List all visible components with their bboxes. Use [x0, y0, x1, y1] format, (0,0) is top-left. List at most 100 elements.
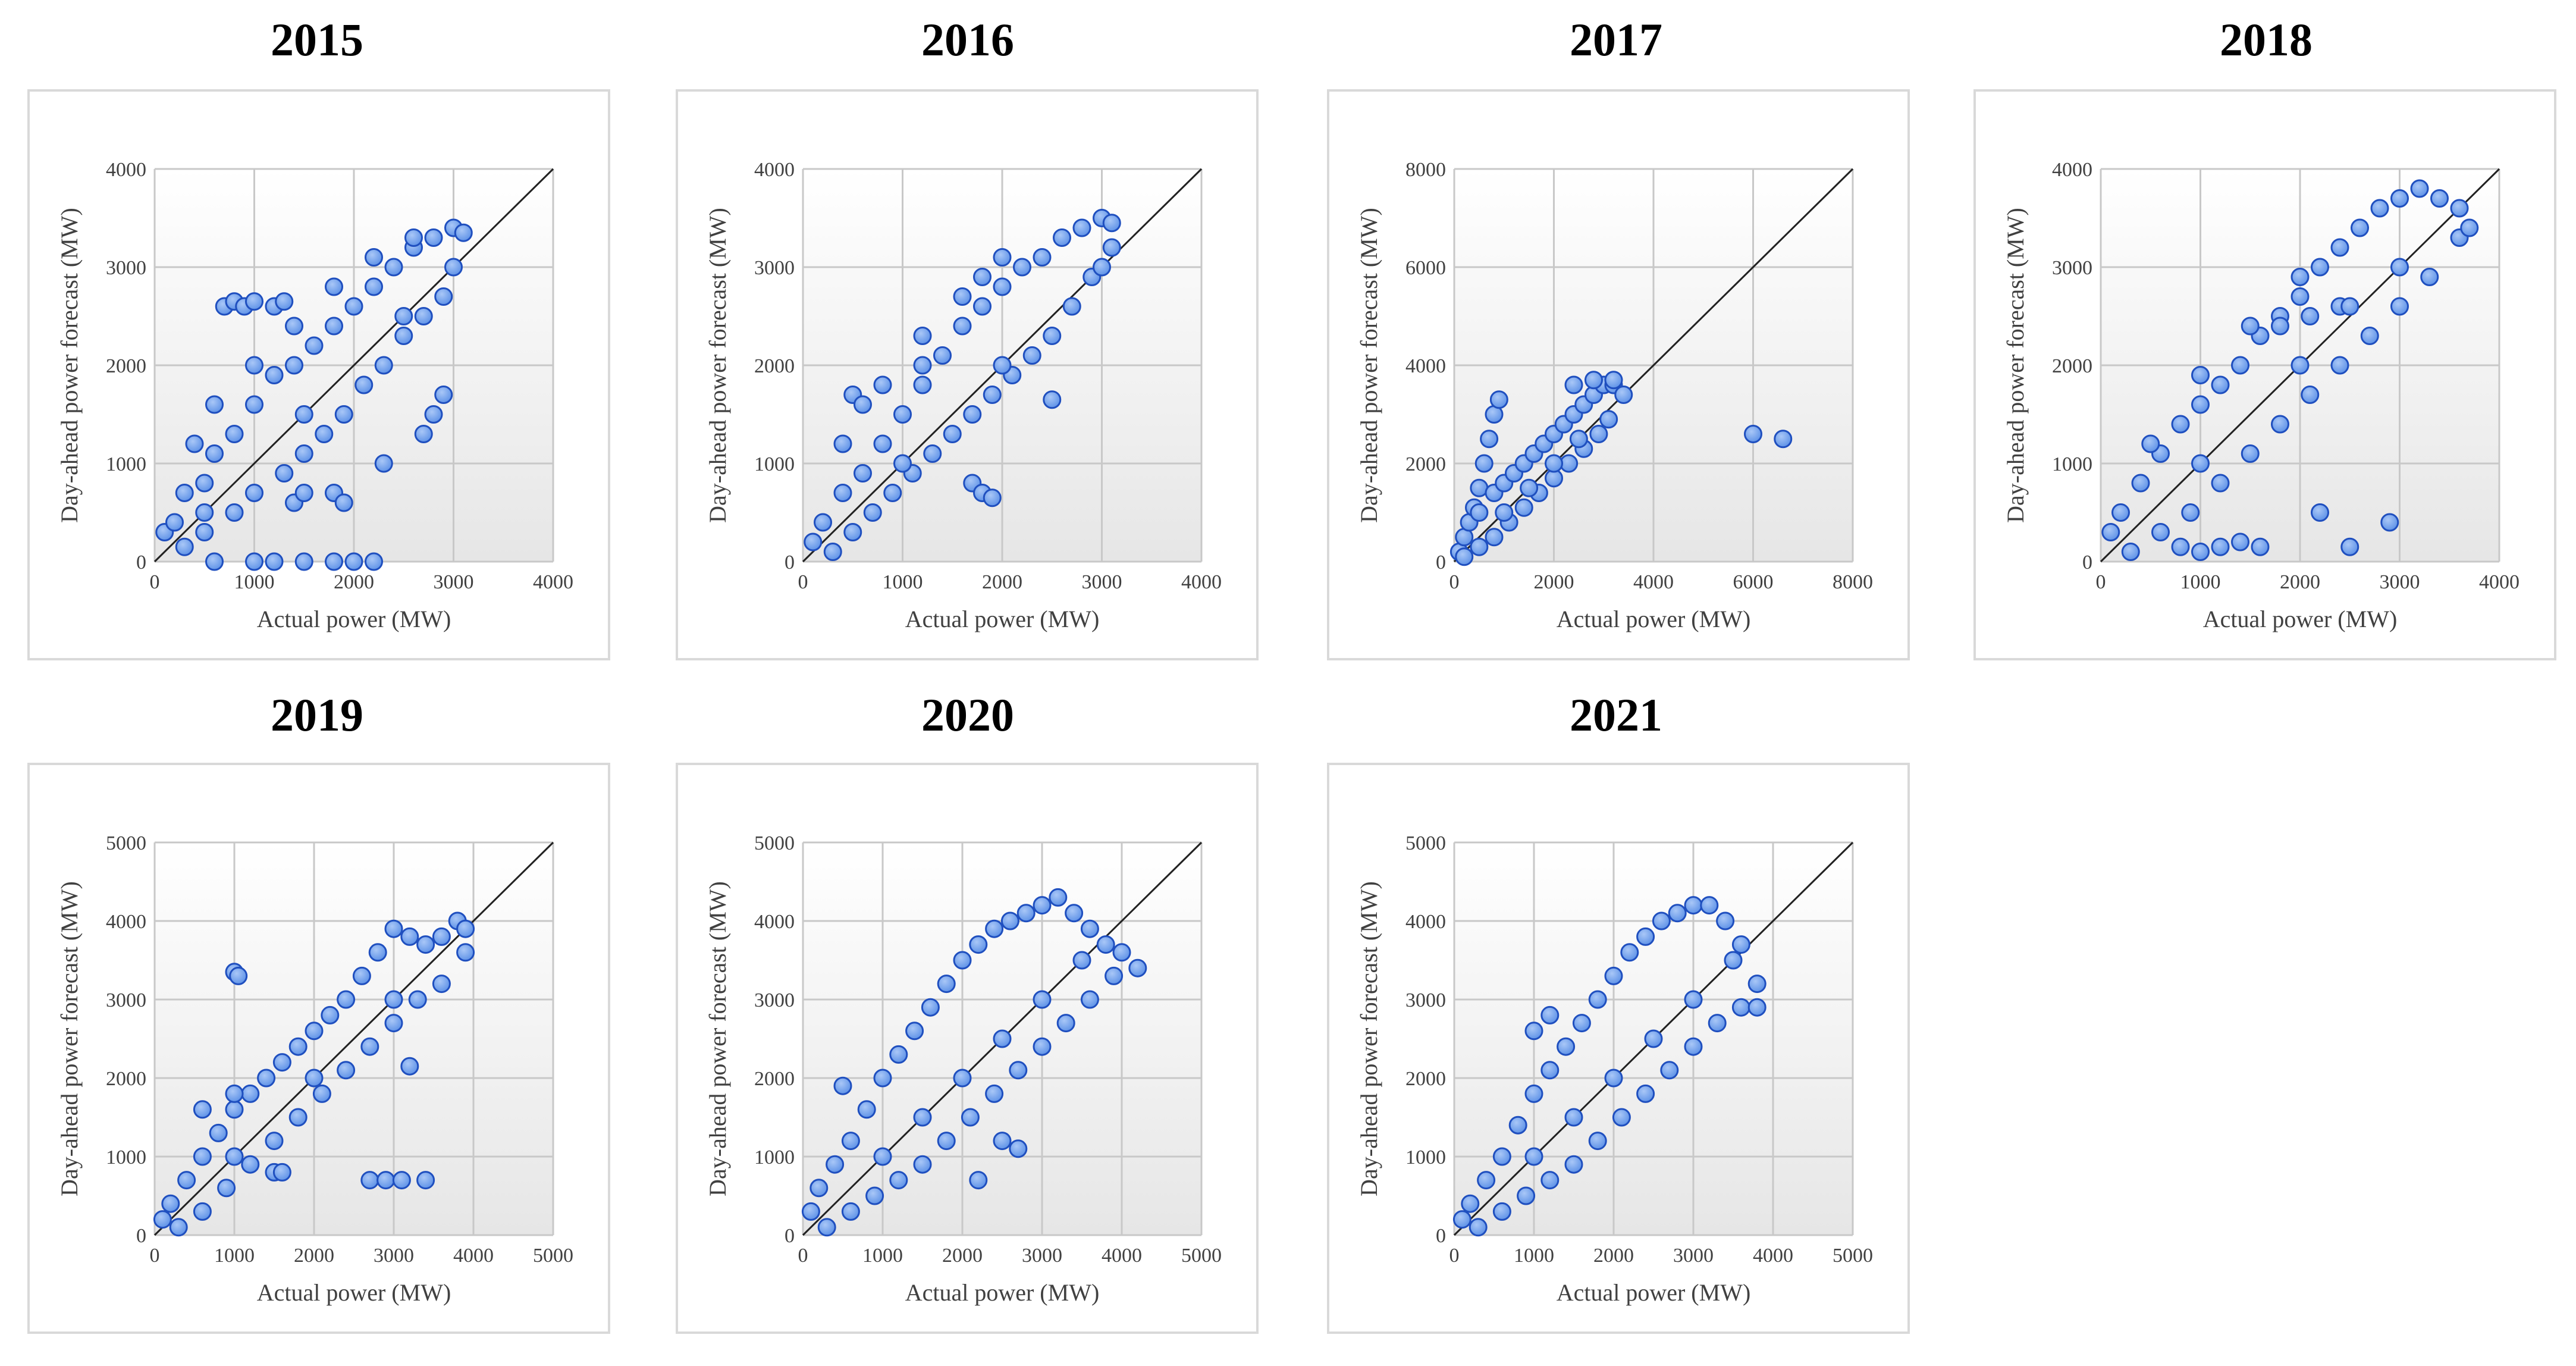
- data-point: [360, 1037, 379, 1056]
- x-tick-label: 0: [798, 1245, 808, 1267]
- data-point: [2291, 356, 2310, 375]
- data-point: [983, 386, 1002, 404]
- data-point: [257, 1069, 276, 1088]
- x-tick-label: 3000: [1673, 1245, 1714, 1267]
- y-tick-label: 4000: [1405, 355, 1446, 377]
- data-point: [153, 1210, 172, 1229]
- x-tick-label: 0: [1449, 1245, 1460, 1267]
- data-point: [953, 951, 972, 970]
- data-point: [2211, 375, 2230, 394]
- data-point: [374, 356, 393, 375]
- x-tick-label: 0: [1449, 571, 1460, 593]
- data-point: [1485, 528, 1504, 547]
- data-point: [2291, 268, 2310, 286]
- data-point: [272, 1053, 291, 1072]
- data-point: [2131, 474, 2150, 493]
- data-point: [265, 1132, 284, 1151]
- x-tick-label: 4000: [1753, 1245, 1793, 1267]
- y-tick-label: 5000: [754, 832, 795, 854]
- data-point: [983, 488, 1002, 507]
- chart-panel-2021: 0 1000 2000 3000 4000 5000 0 1000 2000 3000 4000 50…: [1327, 763, 1910, 1334]
- data-point: [2311, 503, 2329, 522]
- data-point: [1636, 927, 1655, 946]
- x-tick-label: 4000: [453, 1245, 494, 1267]
- data-point: [1033, 896, 1052, 915]
- data-point: [1668, 904, 1687, 923]
- data-point: [1524, 1147, 1543, 1166]
- data-point: [424, 405, 443, 424]
- data-point: [456, 919, 475, 938]
- data-point: [416, 1171, 435, 1190]
- x-axis-label: Actual power (MW): [257, 606, 451, 632]
- x-tick-label: 4000: [2479, 571, 2519, 593]
- data-point: [809, 1179, 829, 1198]
- data-point: [873, 1069, 892, 1088]
- data-point: [1517, 1186, 1536, 1205]
- data-point: [1470, 503, 1489, 522]
- y-tick-label: 4000: [754, 911, 795, 933]
- data-point: [923, 444, 942, 463]
- data-point: [400, 927, 419, 946]
- data-point: [1731, 935, 1750, 954]
- data-point: [245, 552, 263, 571]
- x-tick-label: 2000: [1593, 1245, 1634, 1267]
- data-point: [275, 292, 294, 311]
- scatter-plot-2018: 0 1000 2000 3000 4000 0 1000 2000 3000 4000 Actual…: [2002, 159, 2519, 632]
- data-point: [2380, 513, 2399, 532]
- data-point: [2111, 503, 2130, 522]
- y-tick-label: 6000: [1405, 257, 1446, 279]
- data-point: [305, 336, 324, 355]
- data-point: [344, 552, 363, 571]
- data-point: [1588, 1132, 1607, 1151]
- y-tick-label: 1000: [106, 453, 146, 475]
- chart-panel-2019: 0 1000 2000 3000 4000 5000 0 1000 2000 3000 4000 50…: [27, 763, 610, 1334]
- y-tick-label: 0: [2082, 552, 2092, 574]
- data-point: [354, 375, 374, 394]
- data-point: [854, 395, 872, 414]
- data-point: [434, 386, 453, 404]
- data-point: [2430, 189, 2449, 208]
- x-axis-label: Actual power (MW): [1557, 1279, 1751, 1306]
- data-point: [1470, 537, 1489, 556]
- data-point: [961, 1108, 980, 1127]
- data-point: [973, 297, 992, 316]
- data-point: [1588, 990, 1607, 1009]
- x-tick-label: 0: [2096, 571, 2106, 593]
- data-point: [265, 552, 284, 571]
- data-point: [337, 990, 356, 1009]
- data-point: [169, 1218, 188, 1237]
- data-point: [993, 1132, 1012, 1151]
- data-point: [205, 444, 224, 463]
- data-point: [985, 919, 1004, 938]
- data-point: [384, 1014, 403, 1033]
- data-point: [2191, 395, 2210, 414]
- data-point: [2360, 327, 2379, 345]
- data-point: [454, 223, 473, 242]
- data-point: [1492, 1202, 1511, 1221]
- x-tick-label: 5000: [1181, 1245, 1222, 1267]
- y-tick-label: 8000: [1405, 159, 1446, 181]
- y-axis-label: Day-ahead power forecast (MW): [704, 208, 731, 523]
- y-tick-label: 4000: [1405, 911, 1446, 933]
- data-point: [2390, 297, 2409, 316]
- data-point: [817, 1218, 836, 1237]
- data-point: [1452, 1210, 1471, 1229]
- data-point: [1724, 951, 1743, 970]
- data-point: [1557, 1037, 1576, 1056]
- data-point: [993, 356, 1012, 375]
- data-point: [225, 1147, 244, 1166]
- data-point: [400, 1057, 419, 1076]
- y-tick-label: 0: [785, 552, 795, 574]
- data-point: [175, 537, 194, 556]
- data-point: [1009, 1139, 1028, 1158]
- data-point: [1540, 1171, 1560, 1190]
- data-point: [841, 1132, 860, 1151]
- data-point: [1660, 1061, 1679, 1080]
- data-point: [294, 444, 313, 463]
- data-point: [1072, 218, 1091, 237]
- data-point: [2370, 199, 2389, 218]
- y-tick-label: 3000: [106, 257, 146, 279]
- data-point: [873, 434, 892, 453]
- data-point: [1495, 503, 1514, 522]
- data-point: [2171, 415, 2190, 434]
